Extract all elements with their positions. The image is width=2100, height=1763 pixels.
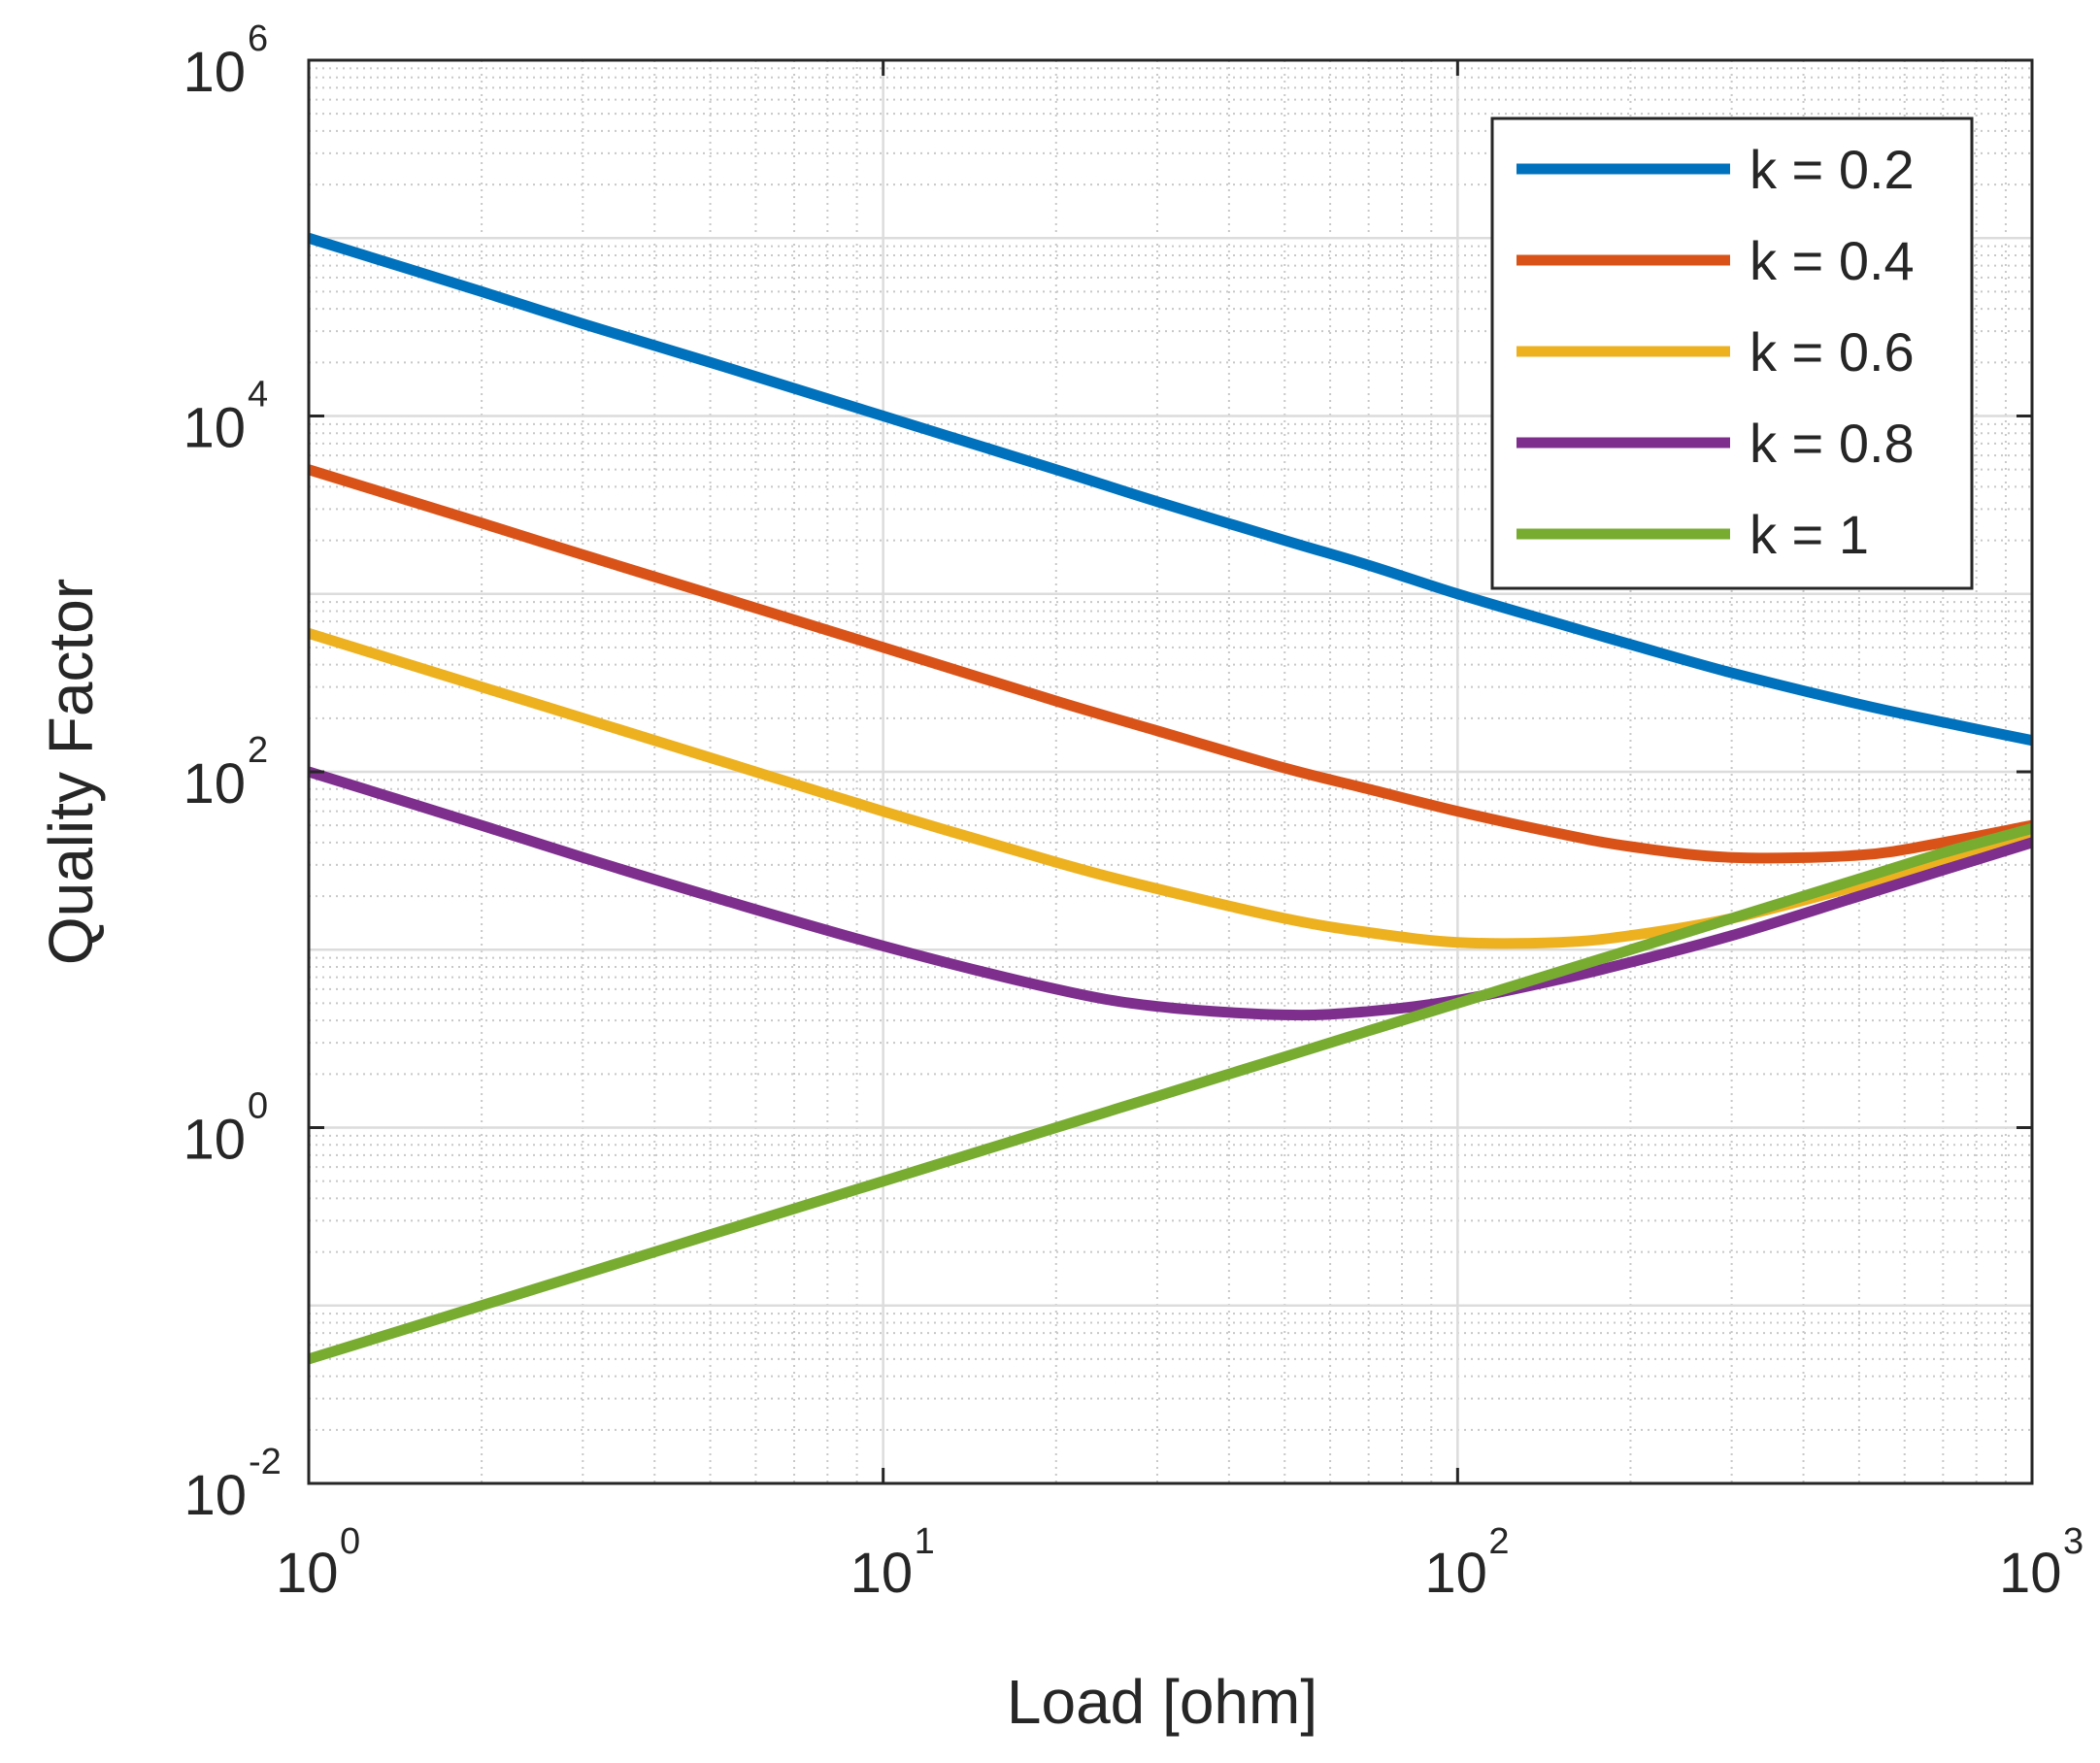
x-tick-labels: 10 0 10 1 10 2 10 3 (276, 1521, 2083, 1605)
y-tick-exponent: 2 (248, 730, 268, 771)
y-tick-exponent: 0 (248, 1086, 268, 1127)
y-tick-exponent: 6 (248, 18, 268, 59)
x-tick-exponent: 0 (340, 1521, 360, 1562)
series-line-2 (307, 464, 2034, 864)
legend-label-4: k = 0.8 (1750, 413, 1915, 474)
y-tick-label: 10 (183, 1109, 246, 1172)
series-line-5 (307, 823, 2034, 1365)
y-axis-label: Quality Factor (36, 579, 106, 965)
series-line-1 (307, 233, 2034, 747)
legend-label-5: k = 1 (1750, 504, 1869, 565)
axes-frame (307, 58, 2034, 1485)
legend-label-2: k = 0.4 (1750, 230, 1915, 291)
legend-label-1: k = 0.2 (1750, 139, 1915, 200)
series-layer (307, 233, 2034, 1365)
series-line-4 (307, 766, 2034, 1021)
y-tick-exponent: -2 (249, 1442, 282, 1482)
y-tick-label: 10 (183, 752, 246, 815)
y-tick-label: 10 (183, 41, 246, 104)
x-tick-label: 10 (1424, 1542, 1487, 1605)
legend-label-3: k = 0.6 (1750, 321, 1915, 383)
y-tick-label: 10 (183, 1464, 247, 1527)
x-axis-label: Load [ohm] (1007, 1667, 1317, 1737)
legend: k = 0.2 k = 0.4 k = 0.6 k = 0.8 k = 1 (1490, 116, 1974, 590)
minor-grid (309, 60, 2032, 1483)
x-tick-exponent: 2 (1488, 1521, 1509, 1562)
x-tick-exponent: 3 (2063, 1521, 2083, 1562)
x-tick-label: 10 (276, 1542, 339, 1605)
y-tick-exponent: 4 (248, 375, 268, 416)
x-tick-label: 10 (850, 1542, 914, 1605)
x-tick-exponent: 1 (915, 1521, 935, 1562)
x-tick-label: 10 (1999, 1542, 2062, 1605)
major-grid (309, 60, 2032, 1483)
y-tick-label: 10 (183, 397, 246, 460)
